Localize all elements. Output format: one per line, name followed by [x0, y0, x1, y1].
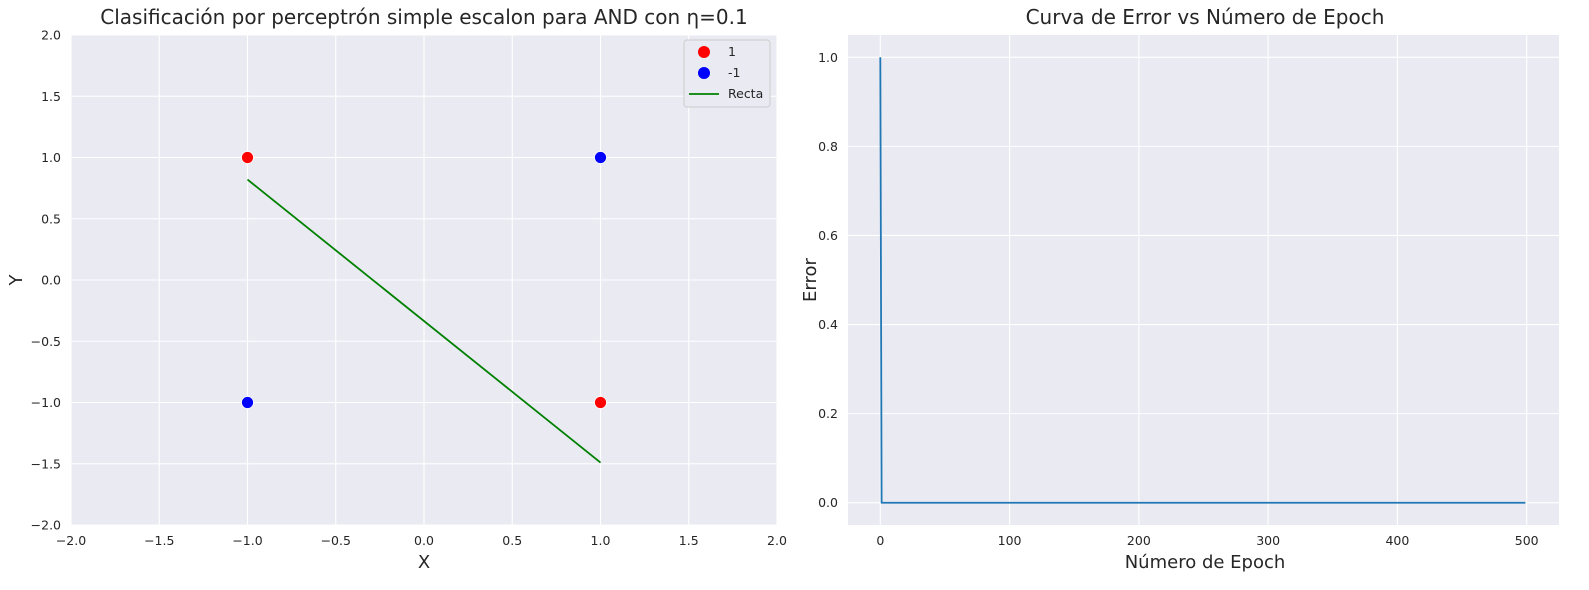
y-tick-label: 1.0 [41, 150, 61, 165]
x-axis-label: X [418, 552, 430, 573]
scatter-point [594, 396, 607, 409]
y-tick-label: 0.0 [818, 495, 838, 510]
legend-marker-class-minus1 [698, 67, 710, 79]
legend-label-class-minus1: -1 [728, 65, 740, 80]
data-marks [879, 57, 1526, 504]
x-axis-label: Número de Epoch [1125, 552, 1286, 573]
x-tick-label: 0.5 [502, 533, 522, 548]
y-tick-label: 0.0 [41, 273, 61, 288]
x-tick-label: 1.5 [679, 533, 699, 548]
x-tick-label: −1.5 [144, 533, 174, 548]
y-tick-label: −0.5 [31, 334, 61, 349]
legend: 1 -1 Recta [683, 39, 771, 108]
scatter-point [594, 151, 607, 164]
plot-area-background [848, 35, 1559, 525]
y-axis-label: Y [6, 274, 27, 287]
y-tick-label: −1.5 [31, 456, 61, 471]
chart-title: Curva de Error vs Número de Epoch [1026, 5, 1385, 29]
y-tick-label: 1.5 [41, 89, 61, 104]
x-tick-label: 0 [876, 533, 884, 548]
y-tick-label: −2.0 [31, 518, 61, 533]
x-tick-label: 1.0 [591, 533, 611, 548]
x-tick-label: 2.0 [767, 533, 787, 548]
y-tick-label: 2.0 [41, 28, 61, 43]
y-tick-label: 0.4 [818, 317, 838, 332]
x-tick-label: 400 [1385, 533, 1409, 548]
chart-title: Clasificación por perceptrón simple esca… [100, 5, 747, 29]
x-tick-label: −2.0 [56, 533, 86, 548]
y-tick-label: 0.2 [818, 406, 838, 421]
scatter-point [241, 396, 254, 409]
x-tick-label: 500 [1515, 533, 1539, 548]
y-tick-label: 1.0 [818, 50, 838, 65]
series-line-2 [246, 178, 602, 464]
legend-label-class-1: 1 [728, 44, 736, 59]
scatter-point [241, 151, 254, 164]
x-tick-label: −0.5 [321, 533, 351, 548]
y-axis-label: Error [800, 257, 821, 301]
y-tick-label: −1.0 [31, 395, 61, 410]
legend-label-recta: Recta [728, 86, 763, 101]
y-tick-label: 0.8 [818, 139, 838, 154]
series-line-0 [879, 57, 1526, 504]
x-tick-label: 200 [1127, 533, 1151, 548]
x-tick-label: 100 [998, 533, 1022, 548]
x-tick-label: 300 [1256, 533, 1280, 548]
error-curve-chart: 0 100 200 300 400 500 0.0 0.2 0.4 0.6 0.8 1.0 Curva… [800, 5, 1559, 573]
x-tick-label: −1.0 [232, 533, 262, 548]
grid-lines [70, 34, 778, 526]
tick-labels: 0 100 200 300 400 500 0.0 0.2 0.4 0.6 0.8 1.0 [818, 50, 1539, 548]
legend-marker-class-1 [698, 46, 710, 58]
y-tick-label: 0.6 [818, 228, 838, 243]
y-tick-label: 0.5 [41, 211, 61, 226]
tick-labels: −2.0 −1.5 −1.0 −0.5 0.0 0.5 1.0 1.5 2.0 −2.0 −1.5 −… [31, 28, 787, 549]
perceptron-classification-chart: −2.0 −1.5 −1.0 −0.5 0.0 0.5 1.0 1.5 2.0 −2.0 −1.5 −… [6, 5, 787, 573]
x-tick-label: 0.0 [414, 533, 434, 548]
data-marks [241, 151, 607, 464]
